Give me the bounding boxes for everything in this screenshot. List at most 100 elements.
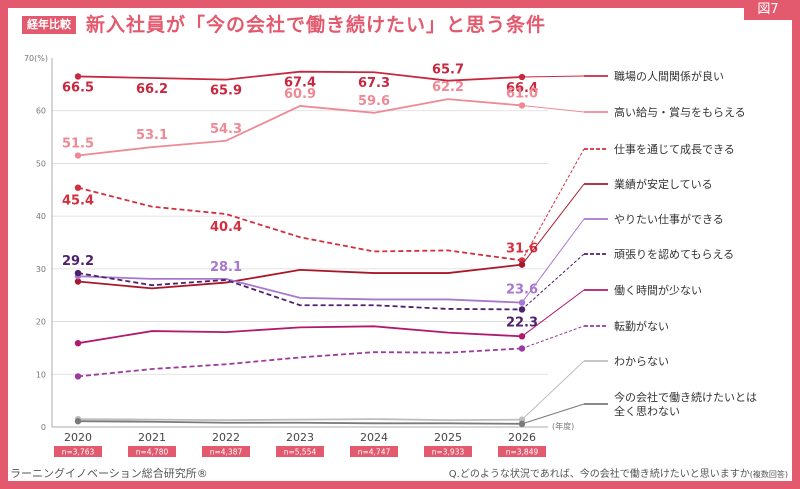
- legend-connector: [521, 360, 585, 420]
- series-line: [77, 420, 523, 425]
- legend-connector: [521, 183, 585, 265]
- legend-connector: [521, 253, 585, 310]
- y-unit-label: 70(%): [24, 54, 48, 63]
- data-point-marker: [74, 269, 82, 277]
- y-tick-label: 30: [36, 265, 46, 274]
- survey-question: Q.どのような状況であれば、今の会社で働き続けたいと思いますか(複数回答): [449, 465, 788, 480]
- sample-size-label: n=3,763: [62, 448, 95, 457]
- chart-title: 新入社員が「今の会社で働き続けたい」と思う条件: [86, 14, 547, 36]
- legend-label: 転勤がない: [614, 319, 669, 333]
- x-tick-label: 2022: [212, 431, 240, 444]
- sample-size-badge: [202, 446, 250, 457]
- data-label: 67.3: [358, 76, 390, 91]
- legend-connector: [521, 75, 585, 78]
- series-line: [77, 70, 523, 82]
- data-label: 65.9: [210, 84, 242, 99]
- data-point-marker: [74, 73, 82, 80]
- data-label: 22.3: [506, 315, 538, 330]
- series-line: [77, 325, 523, 345]
- sample-size-label: n=4,387: [210, 448, 243, 457]
- legend-label: 頑張りを認めてもらえる: [614, 247, 734, 261]
- data-point-marker: [74, 373, 82, 380]
- comparison-tag: 経年比較: [22, 16, 76, 34]
- sample-size-badge: [128, 446, 176, 457]
- x-tick-label: 2025: [434, 431, 462, 444]
- y-tick-label: 0: [41, 423, 46, 432]
- sample-size-badge: [54, 446, 102, 457]
- sample-size-label: n=4,747: [358, 448, 391, 457]
- data-label: 60.9: [284, 87, 316, 102]
- legend-label: 働く時間が少ない: [614, 283, 702, 297]
- sample-size-badge: [276, 446, 324, 457]
- series-line: [77, 186, 523, 262]
- legend-label: 全く思わない: [614, 404, 680, 418]
- sample-size-badge: [498, 446, 546, 457]
- legend-connector: [521, 403, 585, 425]
- series-line: [77, 98, 523, 157]
- question-note: (複数回答): [749, 470, 788, 479]
- sample-size-label: n=3,849: [506, 448, 539, 457]
- figure-panel: [8, 8, 792, 481]
- series-line: [77, 418, 523, 422]
- data-point-marker: [74, 339, 82, 347]
- data-label: 40.4: [210, 220, 242, 235]
- source-credit: ラーニングイノベーション総合研究所®: [10, 467, 208, 480]
- data-label: 66.2: [136, 82, 168, 97]
- series-line: [77, 263, 523, 290]
- legend-label: 業績が安定している: [614, 177, 713, 191]
- sample-size-badge: [424, 446, 472, 457]
- data-label: 59.6: [358, 94, 390, 109]
- y-tick-label: 20: [36, 318, 46, 327]
- legend-connector: [521, 218, 585, 303]
- data-label: 62.2: [432, 80, 464, 95]
- series-line: [77, 272, 523, 311]
- data-point-marker: [74, 418, 82, 425]
- data-label: 45.4: [62, 194, 94, 209]
- legend-label: 仕事を通じて成長できる: [614, 143, 735, 156]
- legend-connector: [521, 148, 585, 261]
- y-tick-label: 10: [36, 370, 46, 379]
- data-label: 65.7: [432, 63, 464, 78]
- x-tick-label: 2024: [360, 431, 388, 444]
- x-unit-label: (年度): [552, 421, 574, 431]
- data-label: 61.0: [506, 86, 538, 101]
- sample-size-label: n=4,780: [136, 448, 169, 457]
- legend-label: 今の会社で働き続けたいとは: [614, 390, 757, 404]
- figure-number-badge: 図7: [744, 0, 792, 20]
- legend-connector: [521, 289, 585, 337]
- data-label: 51.5: [62, 137, 94, 152]
- data-label: 66.5: [62, 80, 94, 95]
- legend-label: 職場の人間関係が良い: [614, 69, 724, 83]
- data-label: 28.1: [210, 260, 242, 275]
- y-tick-label: 50: [36, 159, 46, 168]
- y-tick-label: 60: [36, 107, 46, 116]
- data-point-marker: [74, 152, 82, 159]
- legend-connector: [521, 104, 585, 113]
- x-tick-label: 2026: [508, 431, 536, 444]
- x-tick-label: 2023: [286, 431, 314, 444]
- data-label: 31.6: [506, 241, 538, 256]
- data-point-marker: [74, 184, 82, 191]
- data-label: 67.4: [284, 76, 316, 91]
- legend-connector: [521, 325, 585, 349]
- data-point-marker: [74, 278, 82, 285]
- sample-size-label: n=5,554: [284, 448, 317, 457]
- legend-label: やりたい仕事ができる: [614, 212, 724, 226]
- y-tick-label: 40: [36, 212, 46, 221]
- legend-label: 高い給与・賞与をもらえる: [614, 105, 746, 119]
- data-label: 54.3: [210, 122, 242, 137]
- data-label: 23.6: [506, 283, 538, 298]
- data-label: 66.4: [506, 81, 538, 96]
- series-line: [77, 275, 523, 304]
- question-text: Q.どのような状況であれば、今の会社で働き続けたいと思いますか: [448, 469, 750, 480]
- x-tick-label: 2020: [64, 431, 92, 444]
- sample-size-badge: [350, 446, 398, 457]
- data-label: 29.2: [62, 254, 94, 269]
- x-tick-label: 2021: [138, 431, 166, 444]
- series-line: [77, 347, 523, 378]
- sample-size-label: n=3,933: [432, 448, 465, 457]
- data-label: 53.1: [136, 128, 168, 143]
- legend-label: わからない: [614, 355, 669, 368]
